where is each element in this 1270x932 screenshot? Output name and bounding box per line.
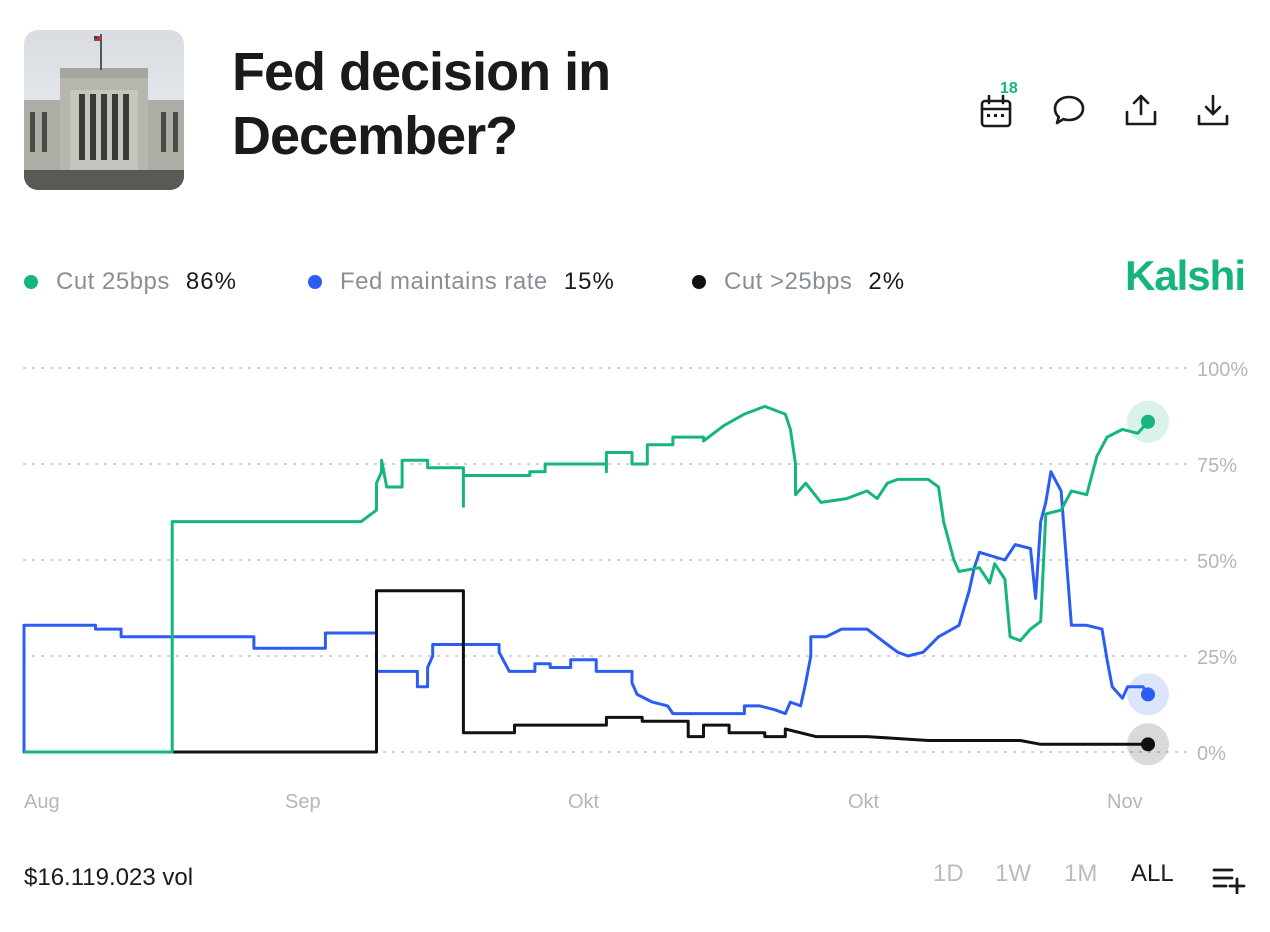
time-range-selector: 1D 1W 1M ALL [920,860,1260,900]
legend-dot [24,275,38,289]
volume-label: $16.119.023 vol [24,864,194,891]
range-1d-button[interactable]: 1D [933,860,964,887]
legend-dot [308,275,322,289]
download-button[interactable] [1186,86,1238,134]
y-tick-label: 50% [1197,551,1237,573]
comment-icon [1053,95,1085,125]
x-tick-label: Aug [24,791,60,813]
download-icon [1197,94,1229,126]
share-icon [1125,94,1157,126]
y-tick-label: 75% [1197,455,1237,477]
x-tick-label: Okt [848,791,880,813]
y-tick-label: 0% [1197,743,1226,765]
kalshi-logo: Kalshi [1124,252,1246,299]
x-tick-label: Okt [568,791,600,813]
y-tick-label: 25% [1197,647,1237,669]
range-1m-button[interactable]: 1M [1064,860,1098,887]
y-tick-label: 100% [1197,359,1248,381]
series-end-point [1141,737,1155,752]
series-end-point [1141,687,1155,702]
legend-value: 86% [185,268,237,295]
legend-name: Fed maintains rate [340,268,548,295]
series-line [24,404,1150,754]
x-tick-label: Sep [285,791,321,813]
chart-legend: Cut 25bps 86% Fed maintains rate 15% Cut… [24,262,964,302]
add-series-icon[interactable] [1212,866,1246,894]
share-button[interactable] [1114,86,1166,134]
calendar-icon [980,94,1012,128]
calendar-button[interactable]: 18 [970,80,1022,134]
x-tick-label: Nov [1107,791,1143,813]
calendar-badge: 18 [1000,80,1018,97]
legend-item-cut-over-25bps[interactable]: Cut >25bps 2% [692,262,905,302]
range-1w-button[interactable]: 1W [995,860,1031,887]
series-end-point [1141,414,1155,429]
fed-building-image [24,30,184,190]
market-title: Fed decision in December? [232,42,611,166]
series-line [22,470,1150,754]
legend-item-cut-25bps[interactable]: Cut 25bps 86% [24,262,237,302]
legend-value: 2% [868,268,906,295]
price-history-chart[interactable]: 100% 75% 50% 25% 0% Aug Sep Okt Okt Nov [0,330,1270,820]
range-all-button[interactable]: ALL [1131,860,1174,887]
legend-dot [692,275,706,289]
comment-button[interactable] [1042,86,1094,134]
series-line [24,589,1148,754]
legend-name: Cut 25bps [56,268,170,295]
header-actions: 18 [970,80,1240,134]
legend-item-fed-maintains[interactable]: Fed maintains rate 15% [308,262,615,302]
legend-name: Cut >25bps [724,268,853,295]
legend-value: 15% [563,268,615,295]
